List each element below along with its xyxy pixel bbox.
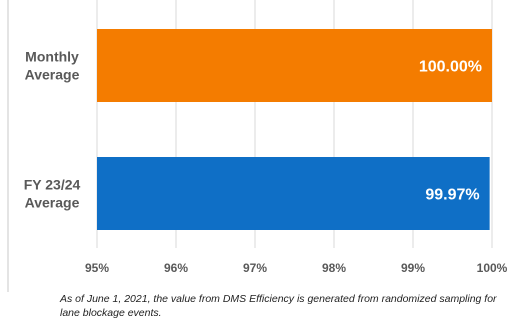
category-label-1-line-1: Average	[25, 195, 80, 211]
category-label-0-line-1: Average	[25, 67, 80, 83]
x-tick-label-4: 99%	[401, 261, 425, 275]
category-label-0-line-0: Monthly	[25, 49, 79, 65]
bar-0	[97, 29, 492, 102]
bar-value-label-1: 99.97%	[425, 187, 479, 204]
category-label-1-line-0: FY 23/24	[24, 177, 81, 193]
bar-1	[97, 157, 490, 230]
chart-footnote: As of June 1, 2021, the value from DMS E…	[60, 293, 497, 319]
x-tick-label-1: 96%	[164, 261, 188, 275]
x-tick-label-5: 100%	[477, 261, 508, 275]
x-tick-label-0: 95%	[85, 261, 109, 275]
bar-value-label-0: 100.00%	[419, 59, 482, 76]
x-tick-label-3: 98%	[322, 261, 346, 275]
x-tick-label-2: 97%	[243, 261, 267, 275]
